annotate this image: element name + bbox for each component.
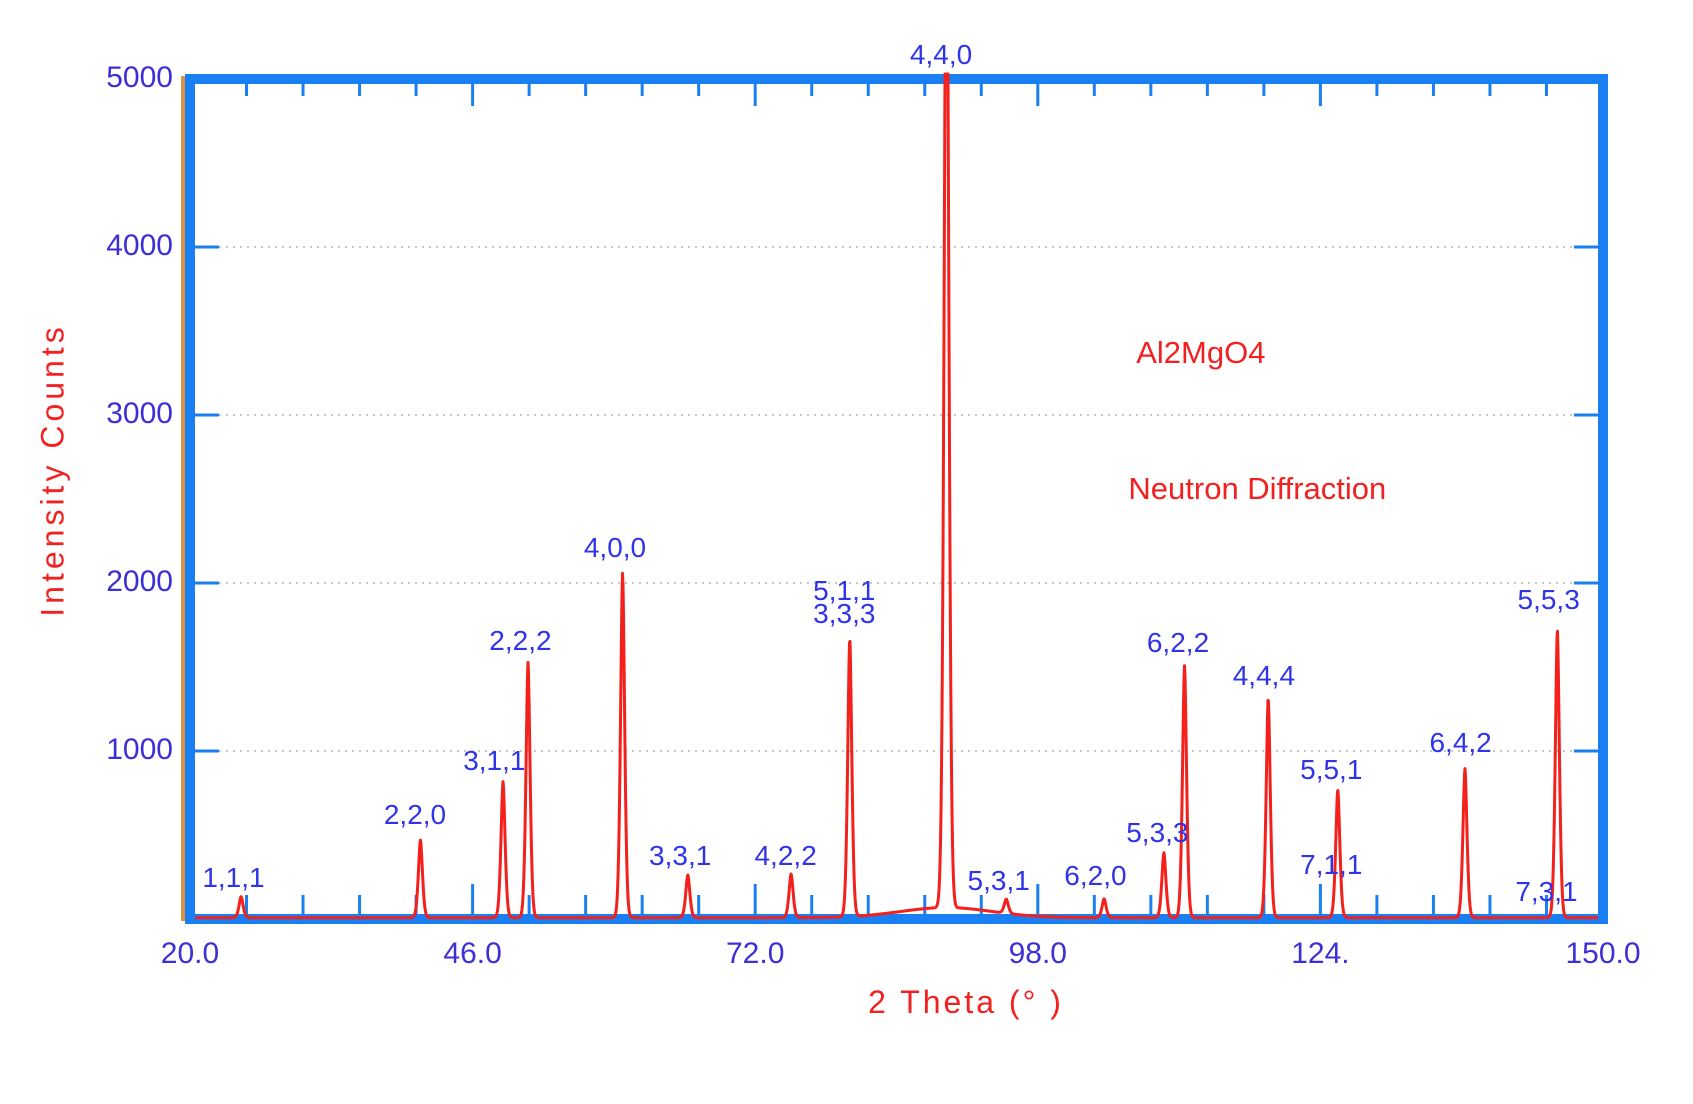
x-axis-tick-label-150: 150.0 (1565, 937, 1641, 970)
peak-label-444: 4,4,4 (1232, 660, 1296, 692)
y-axis-tick-label-3000: 3000 (106, 397, 173, 430)
peak-label-551: 5,5,1 (1300, 753, 1363, 785)
peak-label-642: 6,4,2 (1429, 726, 1492, 758)
y-axis-tick-label-4000: 4000 (106, 229, 173, 262)
peak-label-331: 3,3,1 (649, 839, 712, 871)
x-axis-tick-label-20: 20.0 (160, 937, 220, 970)
y-axis-tick-label-5000: 5000 (106, 61, 173, 94)
peak-label-711: 7,1,1 (1300, 848, 1363, 880)
peak-label-400: 4,0,0 (583, 531, 647, 563)
peak-label-333: 3,3,3 (813, 598, 876, 630)
formula-annotation: Al2MgO4 (1136, 335, 1266, 371)
y-axis-tick-label-2000: 2000 (106, 565, 173, 598)
diffraction-curve (194, 72, 1599, 920)
peak-label-731: 7,3,1 (1515, 875, 1578, 907)
plot-frame (185, 74, 1608, 924)
x-axis-title: 2 Theta (° ) (868, 984, 1064, 1020)
peak-label-311: 3,1,1 (463, 744, 526, 776)
peak-label-622: 6,2,2 (1146, 627, 1210, 659)
peak-label-620: 6,2,0 (1064, 859, 1127, 891)
peak-label-222: 2,2,2 (489, 625, 552, 657)
peak-label-511: 5,1,1 (813, 575, 876, 607)
peak-label-440: 4,4,0 (909, 39, 973, 71)
peak-label-111: 1,1,1 (202, 861, 265, 893)
peak-label-422: 4,2,2 (754, 839, 817, 871)
x-axis-tick-label-46: 46.0 (443, 937, 502, 970)
peak-label-531: 5,3,1 (967, 864, 1030, 896)
x-axis-tick-label-72: 72.0 (725, 937, 785, 970)
peak-label-533: 5,3,3 (1126, 816, 1189, 848)
method-annotation: Neutron Diffraction (1128, 470, 1387, 506)
peak-label-553: 5,5,3 (1517, 584, 1580, 616)
x-axis-tick-label-98: 98.0 (1008, 937, 1067, 970)
peak-label-220: 2,2,0 (383, 798, 447, 830)
y-axis-tick-label-1000: 1000 (106, 733, 173, 766)
x-axis-tick-label-124: 124. (1291, 937, 1350, 970)
